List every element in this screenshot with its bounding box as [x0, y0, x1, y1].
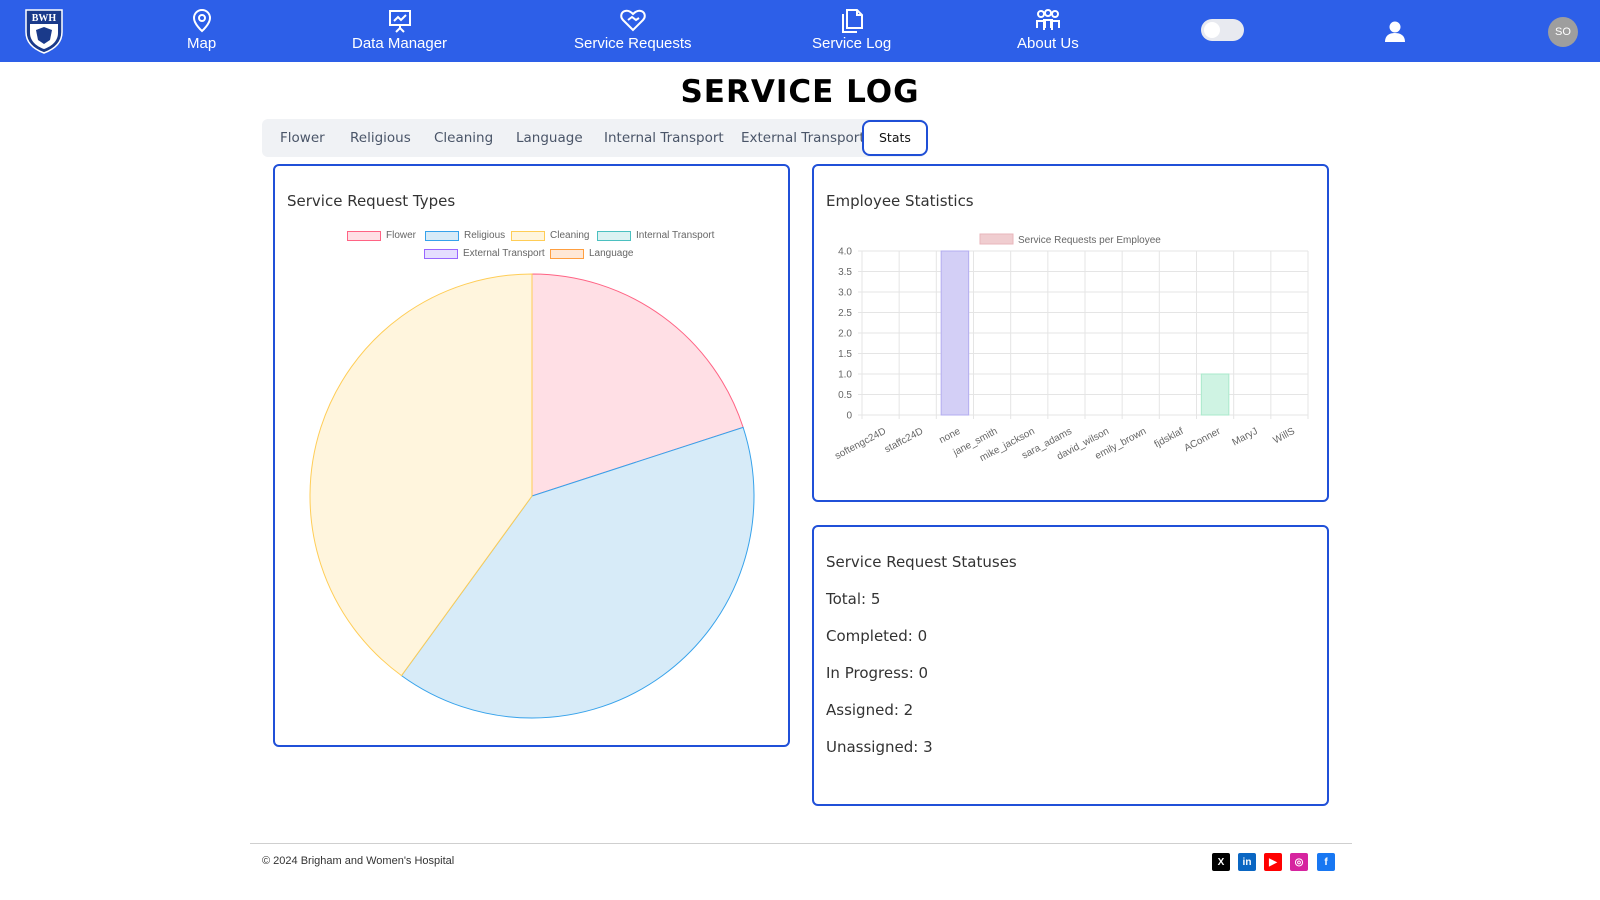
y-tick-label: 1.0: [838, 370, 852, 381]
y-tick-label: 2.0: [838, 329, 852, 340]
user-profile-icon[interactable]: [1383, 19, 1407, 43]
footer-divider: [250, 843, 1352, 844]
legend-label: External Transport: [463, 248, 545, 259]
legend-swatch: [597, 230, 631, 241]
legend-swatch: [550, 248, 584, 259]
x-tick-label: staffc24D: [883, 426, 925, 455]
tab-stats[interactable]: Stats: [862, 120, 928, 156]
pie-legend-item[interactable]: Language: [550, 248, 634, 259]
avatar[interactable]: SO: [1548, 17, 1578, 47]
nav-label: Data Manager: [352, 35, 448, 52]
map-pin-icon: [188, 8, 216, 34]
theme-toggle[interactable]: [1201, 19, 1244, 41]
y-tick-label: 3.5: [838, 267, 852, 278]
x-tick-label: MaryJ: [1230, 426, 1259, 448]
x-tick-label: fjdsklaf: [1153, 426, 1186, 450]
x-tick-label: AConner: [1182, 426, 1223, 455]
bar-none[interactable]: [940, 250, 970, 416]
logo-text: BWH: [32, 13, 57, 24]
team-icon: [1034, 8, 1062, 34]
legend-label: Internal Transport: [636, 230, 715, 241]
y-tick-label: 1.5: [838, 349, 852, 360]
nav-service-requests[interactable]: Service Requests: [574, 8, 692, 52]
employee-statistics-card: Employee Statistics Service Requests per…: [812, 164, 1329, 502]
service-request-statuses-card: Service Request Statuses Total: 5 Comple…: [812, 525, 1329, 806]
legend-swatch: [511, 230, 545, 241]
card-title: Service Request Statuses: [826, 553, 1017, 571]
card-title: Service Request Types: [287, 192, 456, 210]
legend-swatch: [425, 230, 459, 241]
x-tick-label: none: [938, 426, 963, 446]
bar-aconner[interactable]: [1200, 373, 1230, 416]
chart-board-icon: [386, 8, 414, 34]
tab-cleaning[interactable]: Cleaning: [434, 130, 494, 146]
page-title: SERVICE LOG: [680, 74, 920, 110]
y-tick-label: 4.0: [838, 247, 852, 258]
copyright-text: © 2024 Brigham and Women's Hospital: [262, 855, 455, 867]
top-navbar: BWH Map Data Manager Service Requests Se…: [0, 0, 1600, 62]
facebook-icon[interactable]: f: [1317, 853, 1335, 871]
legend-label: Cleaning: [550, 230, 590, 241]
service-request-types-card: Service Request Types Flower Religious Cle…: [273, 164, 790, 747]
y-tick-label: 0: [846, 411, 852, 422]
y-tick-label: 0.5: [838, 390, 852, 401]
x-tick-label: WillS: [1272, 426, 1298, 447]
legend-swatch: [424, 248, 458, 259]
tab-flower[interactable]: Flower: [280, 130, 325, 146]
pie-chart: [309, 273, 755, 719]
tab-internal-transport[interactable]: Internal Transport: [604, 130, 724, 146]
tab-religious[interactable]: Religious: [350, 130, 411, 146]
nav-label: Service Log: [812, 35, 892, 52]
nav-label: Map: [187, 35, 217, 52]
document-copy-icon: [838, 8, 866, 34]
toggle-knob: [1204, 22, 1220, 38]
heart-hand-icon: [619, 8, 647, 34]
bwh-logo[interactable]: BWH: [24, 8, 64, 54]
legend-swatch: [979, 233, 1014, 245]
status-total: Total: 5: [826, 590, 881, 608]
instagram-icon[interactable]: ◎: [1290, 853, 1308, 871]
x-twitter-icon[interactable]: X: [1212, 853, 1230, 871]
x-tick-label: softengc24D: [833, 426, 888, 462]
service-tabs: Flower Religious Cleaning Language Inter…: [262, 119, 928, 157]
pie-legend-item[interactable]: External Transport: [424, 248, 545, 259]
shield-logo-icon: BWH: [25, 9, 63, 54]
status-completed: Completed: 0: [826, 627, 928, 645]
pie-legend-item[interactable]: Cleaning: [511, 230, 589, 241]
legend-label: Service Requests per Employee: [1018, 235, 1161, 246]
y-tick-label: 2.5: [838, 308, 852, 319]
youtube-icon[interactable]: ▶: [1264, 853, 1282, 871]
nav-label: Service Requests: [574, 35, 692, 52]
status-in-progress: In Progress: 0: [826, 664, 929, 682]
tab-external-transport[interactable]: External Transport: [741, 130, 865, 146]
linkedin-icon[interactable]: in: [1238, 853, 1256, 871]
pie-slice-cleaning[interactable]: [309, 273, 533, 677]
pie-legend-item[interactable]: Religious: [425, 230, 505, 241]
y-tick-label: 3.0: [838, 288, 852, 299]
nav-service-log[interactable]: Service Log: [812, 8, 891, 52]
nav-map[interactable]: Map: [187, 8, 216, 52]
pie-slice-religious[interactable]: [400, 426, 755, 719]
bar-chart: Service Requests per Employee 4.0 3.5 3.0 2.…: [833, 233, 1309, 464]
pie-legend-item[interactable]: Flower: [347, 230, 416, 241]
status-assigned: Assigned: 2: [826, 701, 914, 719]
nav-data-manager[interactable]: Data Manager: [352, 8, 447, 52]
tab-language[interactable]: Language: [516, 130, 583, 146]
legend-label: Flower: [386, 230, 417, 241]
legend-label: Religious: [464, 230, 506, 241]
pie-legend-item[interactable]: Internal Transport: [597, 230, 714, 241]
bar-legend-item[interactable]: Service Requests per Employee: [979, 233, 1161, 246]
card-title: Employee Statistics: [826, 192, 974, 210]
legend-label: Language: [589, 248, 634, 259]
nav-label: About Us: [1017, 35, 1079, 52]
nav-about-us[interactable]: About Us: [1017, 8, 1079, 52]
pie-slice-flower[interactable]: [531, 273, 744, 497]
status-unassigned: Unassigned: 3: [826, 738, 933, 756]
legend-swatch: [347, 230, 381, 241]
